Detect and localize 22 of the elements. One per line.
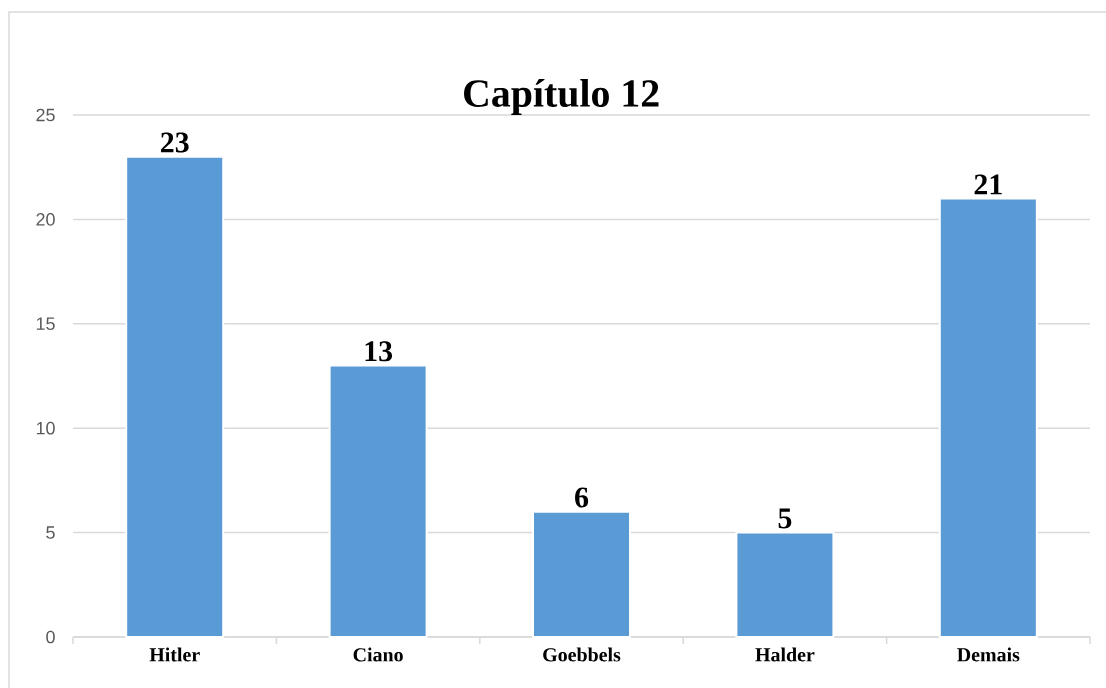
data-label: 13	[365, 341, 393, 362]
y-tick-label: 15	[36, 317, 55, 331]
data-label: 6	[575, 487, 589, 508]
bar	[938, 197, 1038, 638]
x-tick-label: Goebbels	[543, 647, 621, 662]
bar	[532, 510, 632, 638]
data-label: 21	[974, 174, 1002, 195]
bar	[735, 531, 835, 638]
x-tick-label: Hitler	[149, 647, 200, 662]
y-tick-label: 5	[46, 526, 55, 539]
data-label: 23	[161, 132, 189, 153]
bar	[125, 155, 225, 638]
y-tick-label: 10	[36, 421, 55, 435]
x-tick-label: Demais	[957, 647, 1020, 662]
chart-title: Capítulo 12	[464, 78, 659, 116]
x-tick-label: Ciano	[353, 647, 403, 662]
y-tick-label: 25	[36, 108, 55, 122]
y-tick-label: 0	[46, 630, 55, 644]
bar	[328, 364, 428, 638]
data-label: 5	[778, 508, 792, 529]
y-tick-label: 20	[36, 213, 55, 226]
x-tick-label: Halder	[755, 647, 815, 662]
